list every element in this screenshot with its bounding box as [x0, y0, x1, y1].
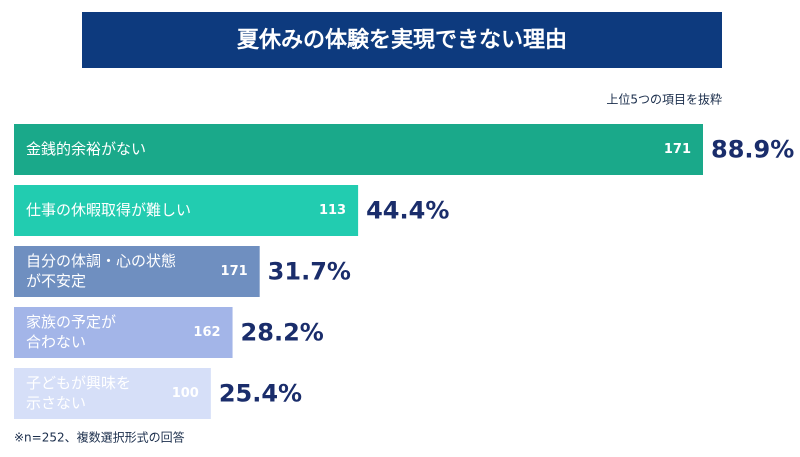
count-label: 113 — [319, 203, 346, 218]
title-box — [82, 12, 722, 68]
value-label: 88.9% — [711, 136, 794, 164]
category-label: 合わない — [26, 333, 86, 351]
category-label: 示さない — [26, 394, 86, 412]
bar — [14, 185, 359, 236]
count-label: 171 — [664, 142, 691, 157]
bar — [14, 307, 233, 358]
count-label: 162 — [193, 325, 220, 340]
value-label: 25.4% — [219, 380, 302, 408]
chart-title: 夏休みの体験を実現できない理由 — [237, 27, 567, 53]
category-label: 金銭的余裕がない — [26, 140, 146, 158]
category-label: 仕事の休暇取得が難しい — [26, 201, 191, 219]
value-label: 44.4% — [366, 197, 449, 225]
bar — [14, 246, 260, 297]
note: ※n=252、複数選択形式の回答 — [14, 430, 185, 445]
category-label: 自分の体調・心の状態 — [26, 252, 176, 270]
count-label: 171 — [221, 264, 248, 279]
category-label: が不安定 — [26, 272, 86, 290]
subtitle: 上位5つの項目を抜粋 — [606, 92, 722, 107]
count-label: 100 — [172, 386, 199, 401]
value-label: 28.2% — [241, 319, 324, 347]
bar — [14, 124, 703, 175]
category-label: 家族の予定が — [26, 313, 116, 331]
bar — [14, 368, 211, 419]
value-label: 31.7% — [268, 258, 351, 286]
category-label: 子どもが興味を — [26, 374, 131, 392]
